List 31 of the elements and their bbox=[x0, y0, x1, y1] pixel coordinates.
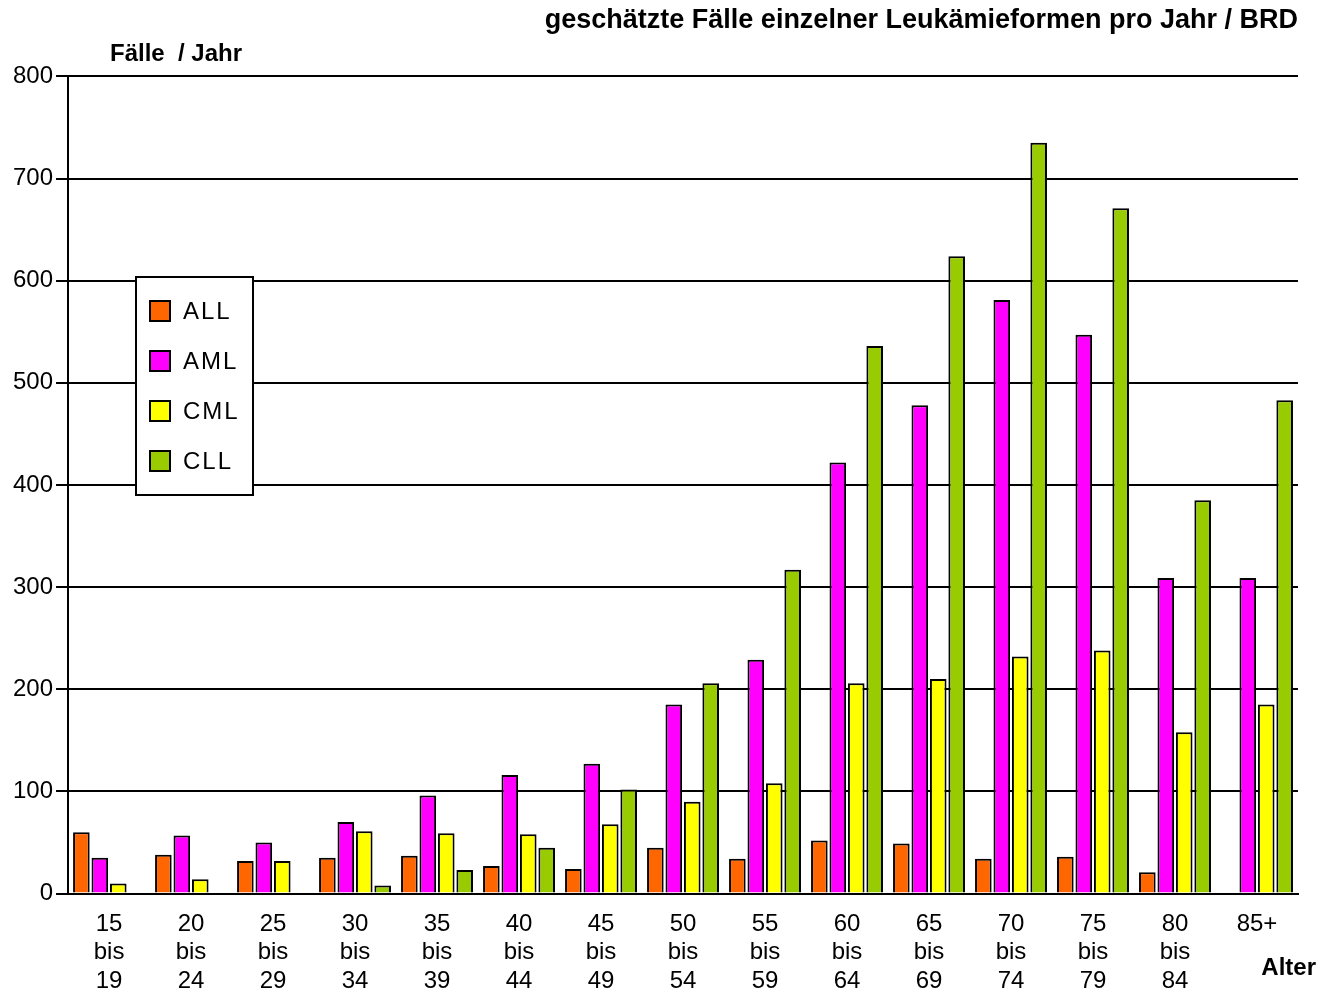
x-tick-label: 70 bis 74 bbox=[995, 908, 1027, 994]
x-tick-label: 35 bis 39 bbox=[421, 908, 453, 994]
chart-title: geschätzte Fälle einzelner Leukämieformen pro Jahr / BRD bbox=[544, 3, 1298, 34]
x-tick-label: 55 bis 59 bbox=[749, 908, 781, 994]
y-tick-label: 700 bbox=[13, 163, 54, 191]
x-tick-label: 15 bis 19 bbox=[93, 908, 125, 994]
y-tick-label: 200 bbox=[13, 673, 54, 701]
x-tick-label: 80 bis 84 bbox=[1159, 908, 1191, 994]
x-tick-label: 75 bis 79 bbox=[1077, 908, 1109, 994]
x-tick-label: 65 bis 69 bbox=[913, 908, 945, 994]
legend-label: AML bbox=[183, 347, 239, 375]
y-tick-label: 400 bbox=[13, 469, 54, 497]
x-tick-label: 25 bis 29 bbox=[257, 908, 289, 994]
y-tick-label: 0 bbox=[39, 878, 54, 906]
y-axis-title: Fälle / Jahr bbox=[110, 38, 243, 66]
x-tick-label: 20 bis 24 bbox=[175, 908, 207, 994]
x-tick-label: 30 bis 34 bbox=[339, 908, 371, 994]
x-axis-title: Alter bbox=[1261, 952, 1316, 980]
legend-label: CML bbox=[183, 397, 240, 425]
legend-label: ALL bbox=[183, 297, 232, 325]
y-tick-label: 600 bbox=[13, 265, 54, 293]
x-tick-label: 85+ bbox=[1236, 908, 1278, 936]
legend-label: CLL bbox=[183, 447, 234, 475]
x-tick-label: 60 bis 64 bbox=[831, 908, 863, 994]
x-tick-label: 50 bis 54 bbox=[667, 908, 699, 994]
y-tick-label: 300 bbox=[13, 571, 54, 599]
y-tick-label: 800 bbox=[13, 61, 54, 89]
x-tick-label: 40 bis 44 bbox=[503, 908, 535, 994]
x-tick-label: 45 bis 49 bbox=[585, 908, 617, 994]
y-tick-label: 100 bbox=[13, 776, 54, 804]
y-tick-label: 500 bbox=[13, 367, 54, 395]
